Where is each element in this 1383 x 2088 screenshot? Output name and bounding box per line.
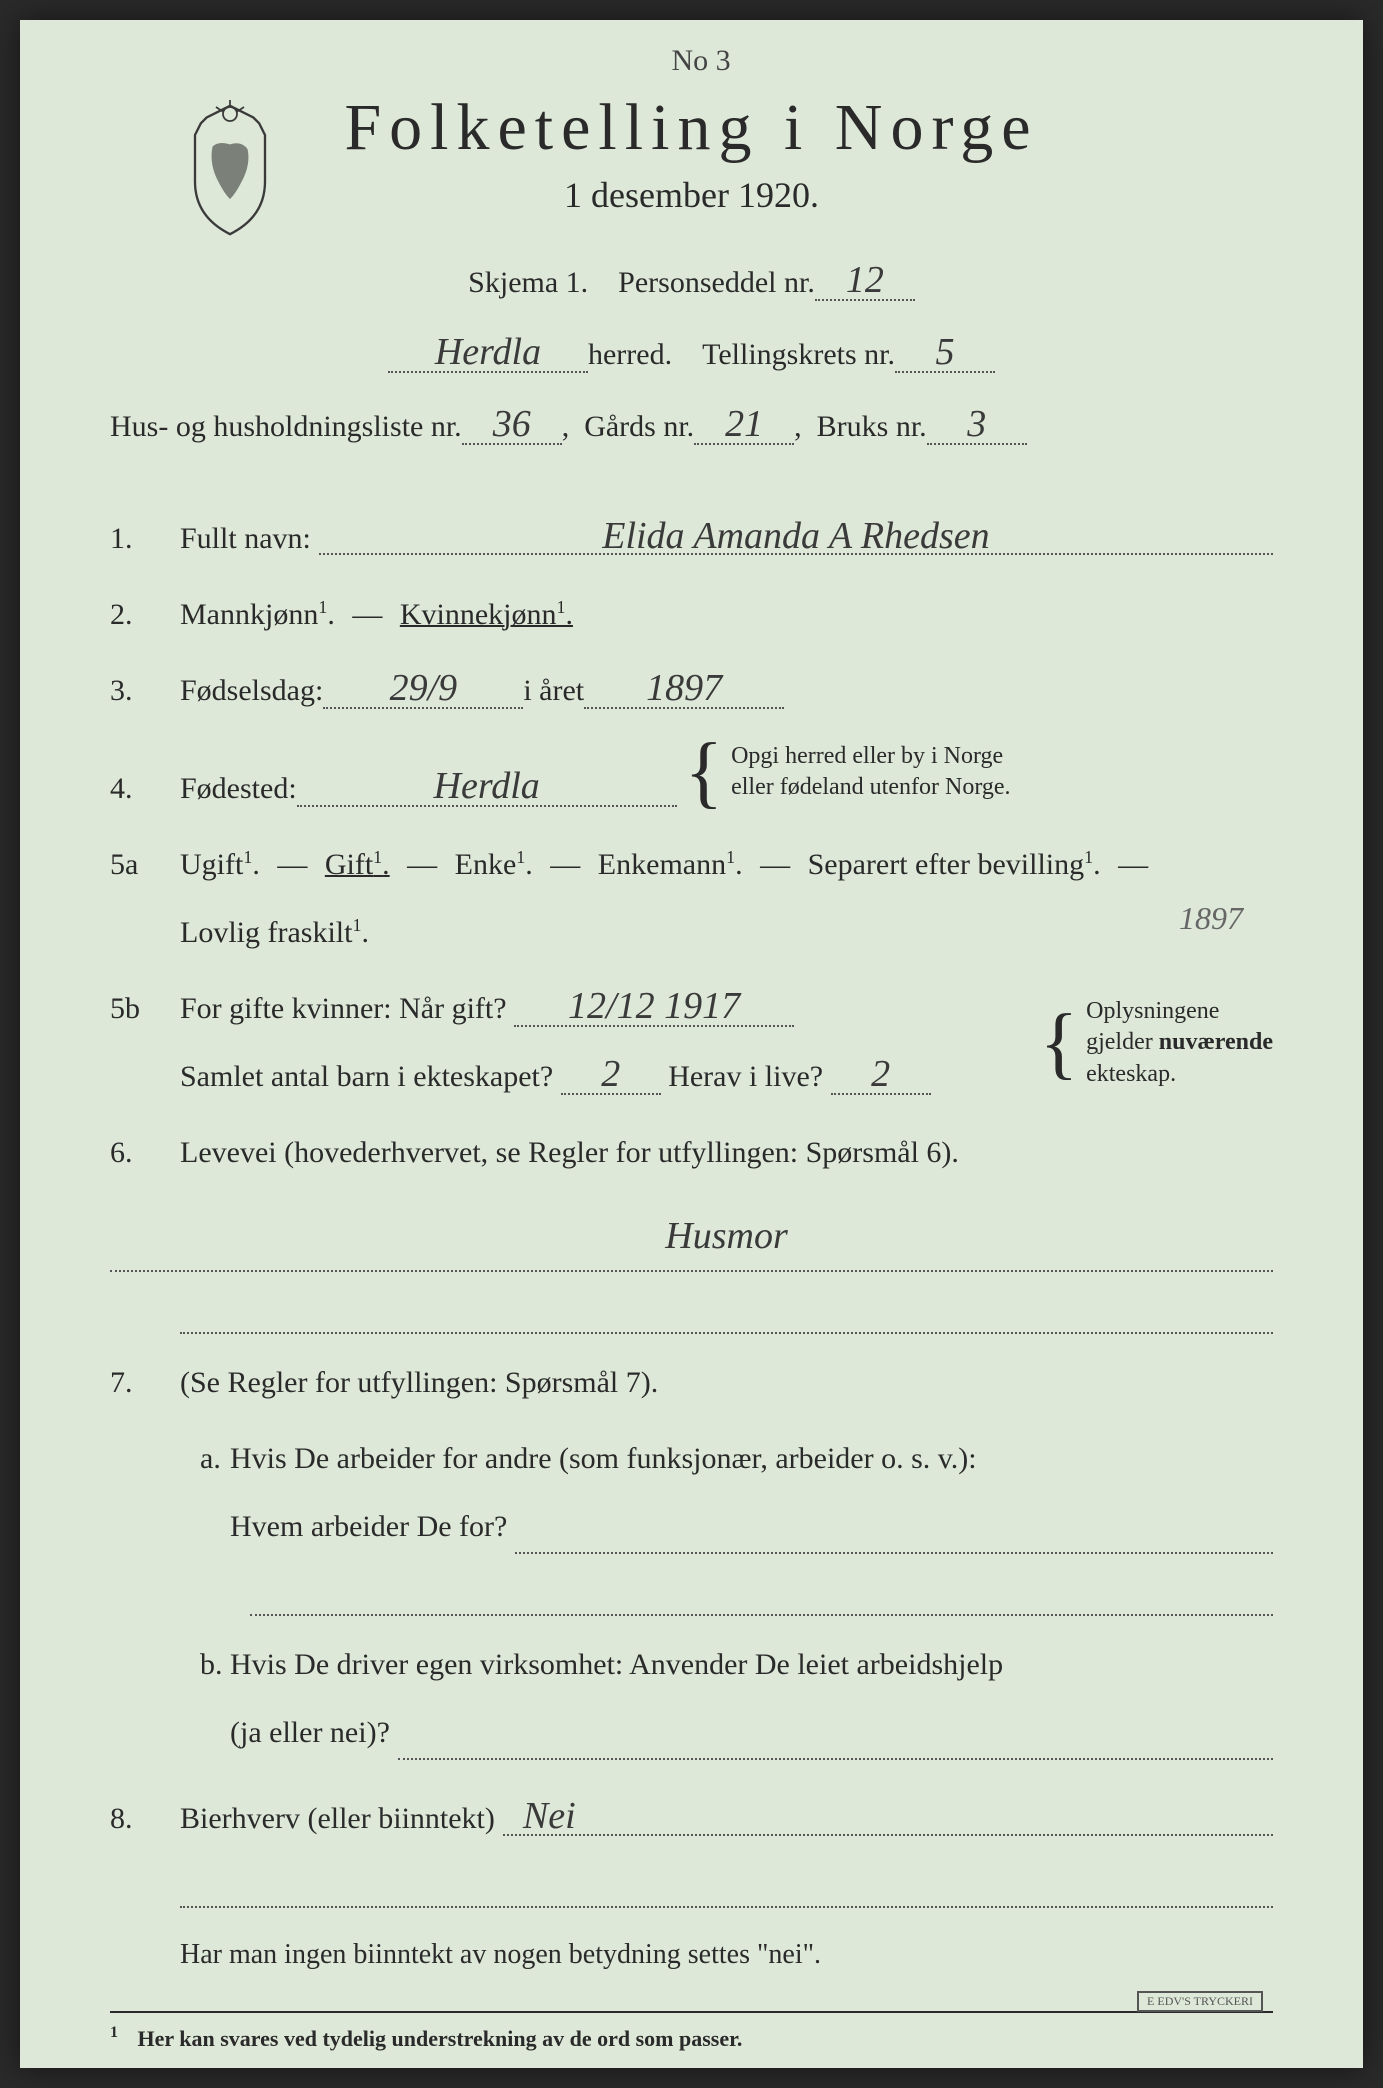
q5b-note-block: { Oplysningene gjelder nuværende ekteska…	[1032, 996, 1273, 1090]
q5b-note1: Oplysningene	[1086, 996, 1273, 1027]
q5b-row: 5b For gifte kvinner: Når gift? 12/12 19…	[110, 982, 1273, 1104]
q6-row: 6. Levevei (hovederhvervet, se Regler fo…	[110, 1126, 1273, 1180]
q5a-lovlig: Lovlig fraskilt1.	[180, 916, 369, 949]
q4-label: Fødested:	[180, 762, 297, 816]
coat-of-arms-icon	[170, 100, 290, 240]
subtitle: 1 desember 1920.	[344, 174, 1038, 216]
q2-num: 2.	[110, 588, 180, 642]
q5b-naar-value: 12/12 1917	[514, 987, 794, 1027]
q1-label: Fullt navn:	[180, 512, 311, 566]
footnote-rule: 1 Her kan svares ved tydelig understrekn…	[110, 2011, 1273, 2059]
q4-note1: Opgi herred eller by i Norge	[731, 741, 1010, 772]
margin-annotation: 1897	[1179, 890, 1243, 948]
q5b-herav-value: 2	[831, 1055, 931, 1095]
q2-row: 2. Mannkjønn1. — Kvinnekjønn1.	[110, 588, 1273, 642]
bruks-label: Bruks nr.	[817, 400, 927, 454]
q4-num: 4.	[110, 762, 180, 816]
q6-value: Husmor	[665, 1215, 787, 1257]
q7b-row: b. Hvis De driver egen virksomhet: Anven…	[110, 1638, 1273, 1760]
schema-label: Skjema 1.	[468, 256, 588, 310]
q5a-num: 5a	[110, 838, 180, 892]
q7a-row: a. Hvis De arbeider for andre (som funks…	[110, 1432, 1273, 1554]
q6-blank-line	[180, 1294, 1273, 1334]
q2-kvinne: Kvinnekjønn1.	[400, 598, 573, 631]
q3-mid: i året	[523, 664, 584, 718]
hus-label: Hus- og husholdningsliste nr.	[110, 400, 462, 454]
q7b-text2: (ja eller nei)?	[230, 1706, 390, 1760]
q4-note2: eller fødeland utenfor Norge.	[731, 772, 1010, 803]
q5b-barn-label: Samlet antal barn i ekteskapet?	[180, 1060, 553, 1093]
krets-label: Tellingskrets nr.	[702, 328, 895, 382]
personseddel-nr: 12	[815, 261, 915, 301]
title-block: Folketelling i Norge 1 desember 1920.	[344, 90, 1038, 216]
q5a-gift: Gift1.	[325, 848, 390, 881]
q8-blank-line	[180, 1868, 1273, 1908]
q5a-separert: Separert efter bevilling1.	[808, 848, 1101, 881]
schema-row: Skjema 1. Personseddel nr. 12	[110, 256, 1273, 310]
herred-label: herred.	[588, 328, 672, 382]
q3-label: Fødselsdag:	[180, 664, 323, 718]
q7-row: 7. (Se Regler for utfyllingen: Spørsmål …	[110, 1356, 1273, 1410]
q5b-note3: ekteskap.	[1086, 1059, 1273, 1090]
gards-nr: 21	[694, 405, 794, 445]
q5b-naar-label: For gifte kvinner: Når gift?	[180, 992, 507, 1025]
q8-label: Bierhverv (eller biinntekt)	[180, 1792, 495, 1846]
printer-stamp: E EDV'S TRYCKERI	[1137, 1991, 1263, 2012]
q7b-text1: Hvis De driver egen virksomhet: Anvender…	[230, 1638, 1273, 1692]
krets-nr: 5	[895, 333, 995, 373]
q2-mann: Mannkjønn1.	[180, 598, 335, 631]
q5a-enkemann: Enkemann1.	[598, 848, 743, 881]
q5a-row: 5a Ugift1. — Gift1. — Enke1. — Enkemann1…	[110, 838, 1273, 960]
q3-day: 29/9	[323, 669, 523, 709]
q5a-enke: Enke1.	[455, 848, 533, 881]
q5b-note2: gjelder nuværende	[1086, 1027, 1273, 1058]
q5a-ugift: Ugift1.	[180, 848, 260, 881]
q4-value: Herdla	[297, 767, 677, 807]
q8-num: 8.	[110, 1792, 180, 1846]
form-body: Skjema 1. Personseddel nr. 12 Herdla her…	[110, 256, 1273, 2058]
list-row: Hus- og husholdningsliste nr. 36 , Gårds…	[110, 400, 1273, 454]
q3-num: 3.	[110, 664, 180, 718]
q8-value: Nei	[503, 1782, 1273, 1835]
bruks-nr: 3	[927, 405, 1027, 445]
q5b-num: 5b	[110, 982, 180, 1036]
q7a-text1: Hvis De arbeider for andre (som funksjon…	[230, 1432, 1273, 1486]
header: Folketelling i Norge 1 desember 1920.	[110, 90, 1273, 216]
q7a-blank-line	[250, 1576, 1273, 1616]
personseddel-label: Personseddel nr.	[618, 256, 815, 310]
herred-row: Herdla herred. Tellingskrets nr. 5	[110, 328, 1273, 382]
q1-num: 1.	[110, 512, 180, 566]
q6-label: Levevei (hovederhvervet, se Regler for u…	[180, 1136, 959, 1169]
herred-name: Herdla	[388, 333, 588, 373]
q5b-herav-label: Herav i live?	[668, 1060, 823, 1093]
q1-value: Elida Amanda A Rhedsen	[319, 502, 1273, 555]
q1-row: 1. Fullt navn: Elida Amanda A Rhedsen	[110, 502, 1273, 566]
q8-row: 8. Bierhverv (eller biinntekt) Nei	[110, 1782, 1273, 1846]
q7b-letter: b.	[180, 1638, 230, 1692]
q4-note-block: { Opgi herred eller by i Norge eller fød…	[677, 740, 1011, 804]
q4-row: 4. Fødested: Herdla { Opgi herred eller …	[110, 740, 1273, 816]
q5b-barn-value: 2	[561, 1055, 661, 1095]
top-handwritten-mark: No 3	[672, 44, 731, 78]
q7a-value	[515, 1500, 1273, 1553]
hus-nr: 36	[462, 405, 562, 445]
main-title: Folketelling i Norge	[344, 90, 1038, 166]
census-form-page: No 3 Folketelling i Norge 1 desember 192…	[20, 20, 1363, 2068]
footnote: 1 Her kan svares ved tydelig understrekn…	[110, 2019, 1273, 2059]
q7a-text2: Hvem arbeider De for?	[230, 1500, 507, 1554]
q7a-letter: a.	[180, 1432, 230, 1486]
q3-row: 3. Fødselsdag: 29/9 i året 1897	[110, 664, 1273, 718]
q3-year: 1897	[584, 669, 784, 709]
note-line: Har man ingen biinntekt av nogen betydni…	[110, 1930, 1273, 1980]
q6-num: 6.	[110, 1126, 180, 1180]
gards-label: Gårds nr.	[584, 400, 694, 454]
q7-label: (Se Regler for utfyllingen: Spørsmål 7).	[180, 1356, 658, 1410]
q7b-value	[398, 1706, 1273, 1759]
q7-num: 7.	[110, 1356, 180, 1410]
